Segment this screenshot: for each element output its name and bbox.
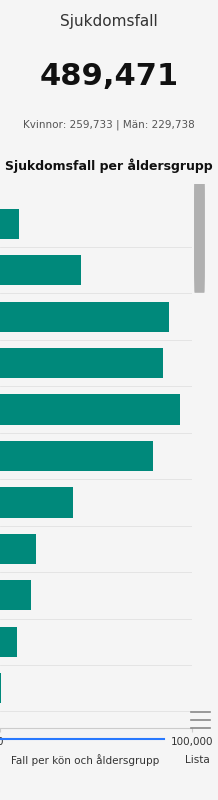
FancyBboxPatch shape [194,173,205,293]
Bar [0,394,180,425]
Text: Kvinnor: 259,733 | Män: 229,738: Kvinnor: 259,733 | Män: 229,738 [23,120,195,130]
Bar [0,580,31,610]
Text: Fall per kön och åldersgrupp: Fall per kön och åldersgrupp [11,754,159,766]
Text: Sjukdomsfall: Sjukdomsfall [60,14,158,29]
Bar [0,534,36,564]
Bar [0,255,81,286]
Bar [0,673,1,703]
Bar [0,487,73,518]
Text: Lista: Lista [185,755,210,766]
Bar [0,626,17,657]
Bar [0,302,169,332]
Bar [0,209,19,239]
Bar [0,348,163,378]
Bar [0,441,153,471]
Text: Sjukdomsfall per åldersgrupp: Sjukdomsfall per åldersgrupp [5,158,213,173]
Text: 489,471: 489,471 [39,62,179,90]
